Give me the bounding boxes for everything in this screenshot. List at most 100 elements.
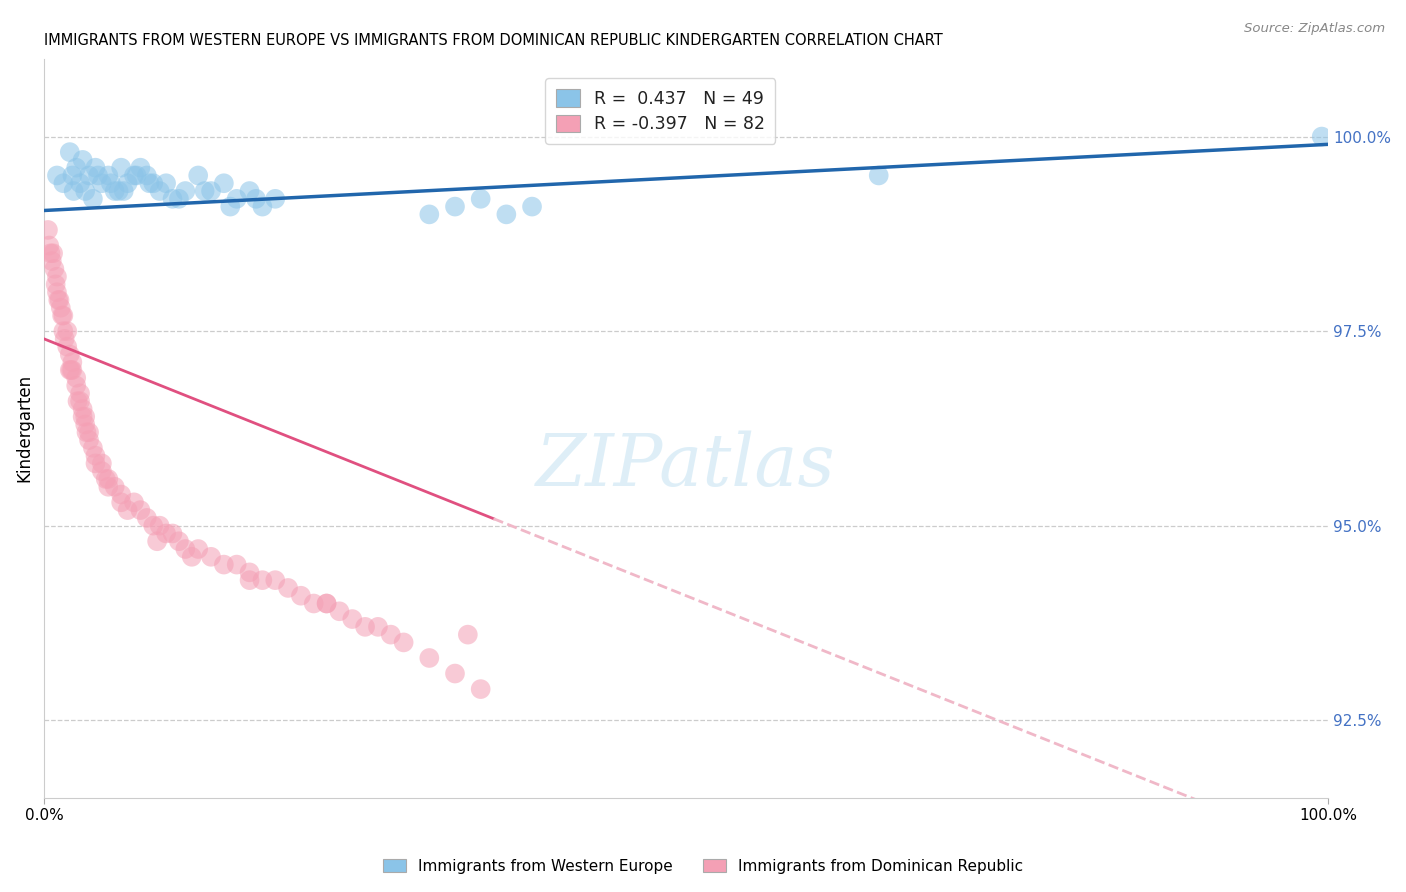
Point (72, 153, 94, 167)
Point (354, 620, 377, 634)
Point (194, 184, 217, 198)
Point (470, 682, 492, 697)
Point (264, 192, 287, 206)
Point (200, 549, 222, 564)
Legend: Immigrants from Western Europe, Immigrants from Dominican Republic: Immigrants from Western Europe, Immigran… (377, 853, 1029, 880)
Point (48, 293, 70, 307)
Point (225, 192, 247, 206)
Point (59, 145, 82, 160)
Point (117, 176, 139, 190)
Point (72, 401, 94, 416)
Point (94, 472, 117, 486)
Point (174, 184, 197, 198)
Point (49, 301, 72, 315)
Point (110, 161, 132, 175)
Point (52, 309, 75, 323)
Point (53, 332, 76, 346)
Point (77, 169, 100, 183)
Point (328, 604, 350, 618)
Point (84, 457, 107, 471)
Point (200, 184, 222, 198)
Point (264, 573, 287, 587)
Point (155, 176, 177, 190)
Legend: R =  0.437   N = 49, R = -0.397   N = 82: R = 0.437 N = 49, R = -0.397 N = 82 (546, 78, 776, 144)
Point (135, 511, 157, 525)
Point (39, 246, 62, 260)
Point (142, 518, 165, 533)
Point (46, 169, 69, 183)
Point (60, 169, 83, 183)
Point (44, 261, 66, 276)
Point (65, 378, 87, 392)
Point (104, 184, 127, 198)
Point (65, 161, 87, 175)
Point (77, 425, 100, 440)
Point (125, 169, 148, 183)
Point (238, 566, 260, 580)
Point (167, 534, 190, 549)
Point (444, 200, 467, 214)
Point (97, 472, 120, 486)
Point (315, 597, 337, 611)
Point (212, 176, 235, 190)
Point (110, 487, 132, 501)
Point (117, 503, 139, 517)
Point (457, 627, 479, 641)
Point (56, 324, 79, 338)
Point (38, 238, 60, 252)
Point (66, 394, 89, 409)
Point (46, 269, 69, 284)
Point (90, 457, 112, 471)
Point (302, 597, 325, 611)
Point (45, 277, 67, 292)
Point (56, 340, 79, 354)
Point (110, 495, 132, 509)
Point (41, 254, 63, 268)
Point (82, 192, 104, 206)
Point (97, 480, 120, 494)
Point (238, 184, 260, 198)
Point (146, 534, 169, 549)
Point (90, 464, 112, 478)
Point (75, 409, 97, 424)
Point (174, 541, 197, 556)
Point (245, 192, 267, 206)
Point (65, 371, 87, 385)
Point (97, 169, 120, 183)
Point (59, 363, 82, 377)
Point (315, 597, 337, 611)
Point (167, 192, 190, 206)
Point (149, 184, 172, 198)
Point (155, 526, 177, 541)
Y-axis label: Kindergarten: Kindergarten (15, 375, 32, 483)
Point (495, 207, 517, 221)
Point (69, 176, 91, 190)
Point (87, 169, 110, 183)
Point (104, 480, 127, 494)
Point (46, 293, 69, 307)
Point (135, 169, 157, 183)
Point (90, 176, 112, 190)
Point (252, 200, 274, 214)
Point (75, 417, 97, 432)
Point (290, 589, 312, 603)
Point (444, 666, 467, 681)
Point (380, 627, 402, 641)
Point (51, 309, 73, 323)
Point (138, 176, 160, 190)
Point (180, 549, 202, 564)
Point (129, 503, 152, 517)
Point (62, 184, 84, 198)
Point (225, 558, 247, 572)
Point (122, 169, 145, 183)
Point (238, 573, 260, 587)
Point (470, 192, 492, 206)
Point (868, 169, 890, 183)
Point (342, 612, 364, 626)
Point (100, 176, 122, 190)
Point (367, 620, 389, 634)
Point (52, 324, 75, 338)
Point (187, 169, 209, 183)
Point (122, 495, 145, 509)
Text: Source: ZipAtlas.com: Source: ZipAtlas.com (1244, 22, 1385, 36)
